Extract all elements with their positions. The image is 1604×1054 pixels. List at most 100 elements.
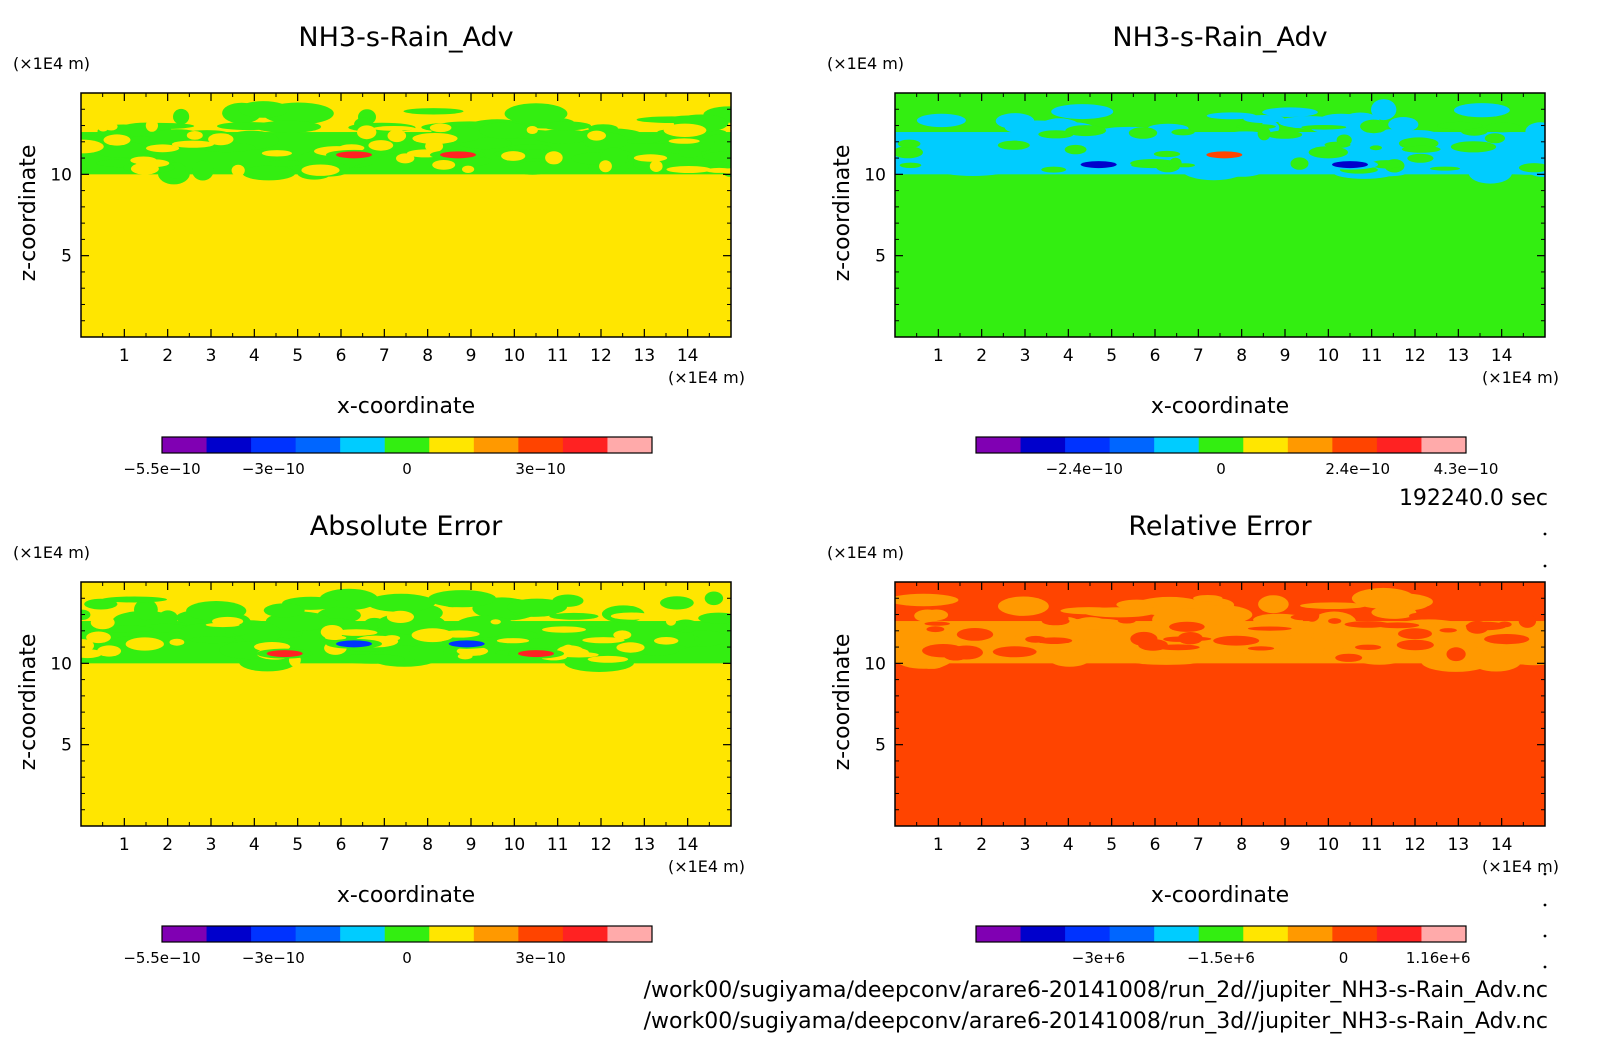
colorbar-swatch — [340, 437, 386, 453]
x-unit-label: (×1E4 m) — [1482, 368, 1559, 387]
layer-blob — [408, 643, 445, 663]
layer-gap — [457, 653, 473, 660]
layer-gap — [136, 159, 170, 168]
layer-gap — [1267, 130, 1303, 139]
layer-blob — [1116, 599, 1158, 610]
layer-gap — [1398, 628, 1432, 640]
layer-gap — [1450, 141, 1497, 153]
colorbar-swatch — [607, 437, 653, 453]
layer-blob — [1371, 605, 1417, 619]
chart-title: NH3-s-Rain_Adv — [1112, 22, 1327, 53]
feature-core — [336, 640, 372, 648]
x-tick-label: 12 — [1404, 346, 1426, 366]
colorbar-swatch — [1332, 926, 1378, 942]
x-tick-label: 9 — [466, 835, 477, 855]
layer-gap — [1128, 127, 1158, 139]
layer-gap — [633, 154, 668, 162]
layer-blob — [948, 140, 981, 157]
x-tick-label: 12 — [590, 346, 612, 366]
y-tick-label: 5 — [61, 247, 72, 267]
layer-blob — [549, 612, 599, 620]
layer-blob — [158, 610, 178, 626]
x-tick-label: 14 — [677, 835, 699, 855]
layer-blob — [1262, 655, 1288, 663]
colorbar-swatch — [429, 437, 475, 453]
layer-blob — [523, 638, 559, 650]
layer-gap — [1065, 125, 1107, 137]
layer-gap — [425, 140, 444, 153]
chart-panel-4: Relative Error(×1E4 m)1 2 3 4 5 6 7 8 9 10 11 12 13 1… — [827, 511, 1559, 967]
colorbar-swatch — [384, 437, 430, 453]
colorbar-swatch — [976, 437, 1022, 453]
layer-gap — [490, 619, 501, 625]
layer-blob — [192, 160, 214, 181]
x-tick-label: 7 — [379, 835, 390, 855]
colorbar-tick-label: −1.5e+6 — [1187, 949, 1255, 967]
layer-gap — [1370, 160, 1403, 169]
layer-blob — [1388, 117, 1419, 132]
layer-gap — [564, 648, 589, 657]
colorbar-tick-label: 0 — [402, 460, 412, 478]
layer-blob — [1280, 634, 1318, 656]
layer-gap — [90, 615, 115, 630]
colorbar-swatch — [295, 437, 341, 453]
layer-gap — [1308, 146, 1348, 159]
layer-gap — [1430, 166, 1460, 171]
x-tick-label: 8 — [1236, 346, 1247, 366]
y-axis-label: z-coordinate — [830, 634, 855, 771]
layer-gap — [1171, 129, 1195, 136]
x-tick-label: 4 — [249, 835, 260, 855]
layer-blob — [1278, 622, 1337, 634]
field-background — [895, 93, 1545, 337]
layer-gap — [1335, 653, 1363, 662]
y-tick-label: 5 — [61, 736, 72, 756]
layer-gap — [1156, 644, 1200, 651]
layer-gap — [396, 153, 415, 164]
layer-blob — [678, 148, 702, 158]
x-tick-label: 10 — [1318, 346, 1340, 366]
layer-gap — [387, 129, 407, 143]
layer-blob — [1512, 644, 1545, 663]
x-tick-label: 8 — [1236, 835, 1247, 855]
layer-gap — [320, 625, 344, 639]
colorbar-frame — [975, 925, 1467, 943]
layer-gap — [1163, 636, 1195, 642]
layer-gap — [1497, 621, 1512, 628]
x-tick-label: 9 — [1280, 835, 1291, 855]
layer-blob — [704, 591, 724, 606]
chart-title: Absolute Error — [310, 511, 503, 542]
layer-gap — [720, 168, 731, 174]
colorbar-swatch — [162, 437, 208, 453]
x-axis-label: x-coordinate — [1151, 394, 1289, 419]
layer-blob — [337, 654, 405, 664]
layer-gap — [496, 638, 530, 644]
layer-gap — [373, 126, 416, 131]
colorbar-swatch — [1198, 926, 1244, 942]
layer-blob — [635, 641, 682, 656]
colorbar-swatch — [1020, 926, 1066, 942]
x-tick-label: 1 — [119, 346, 130, 366]
layer-gap — [956, 628, 994, 641]
layer-gap — [613, 630, 632, 640]
x-tick-label: 5 — [292, 835, 303, 855]
layer-gap — [526, 126, 538, 134]
x-tick-label: 5 — [1106, 835, 1117, 855]
layer-blob — [189, 636, 237, 644]
y-axis-label: z-coordinate — [16, 145, 41, 282]
layer-blob — [1049, 651, 1090, 667]
layer-gap — [895, 146, 923, 159]
layer-gap — [145, 119, 158, 132]
layer-blob — [173, 108, 190, 125]
x-tick-label: 5 — [1106, 346, 1117, 366]
layer-gap — [324, 635, 347, 641]
feature-core — [266, 650, 303, 658]
colorbar-swatch — [1020, 437, 1066, 453]
layer-blob — [1051, 104, 1114, 120]
layer-gap — [1407, 153, 1434, 163]
layer-gap — [1355, 644, 1382, 650]
layer-gap — [1336, 134, 1352, 146]
layer-blob — [1454, 103, 1510, 118]
x-tick-label: 12 — [590, 835, 612, 855]
layer-blob — [1187, 605, 1253, 625]
layer-blob — [1272, 653, 1334, 663]
